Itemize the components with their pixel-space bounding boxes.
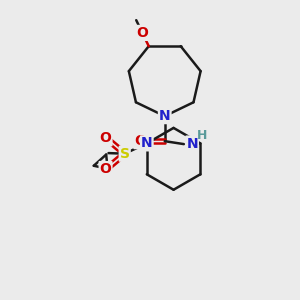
Text: N: N: [159, 109, 170, 123]
Text: O: O: [134, 134, 146, 148]
Text: N: N: [186, 136, 198, 151]
Text: O: O: [100, 131, 112, 146]
Text: O: O: [136, 26, 148, 40]
Text: O: O: [100, 162, 112, 176]
Text: S: S: [120, 147, 130, 161]
Text: H: H: [197, 129, 207, 142]
Text: N: N: [141, 136, 153, 150]
Polygon shape: [191, 141, 200, 148]
